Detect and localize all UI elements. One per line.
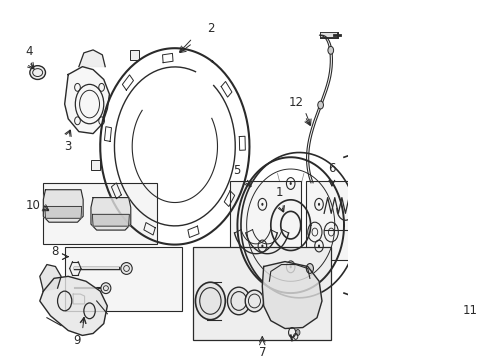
Polygon shape [43, 190, 83, 222]
Circle shape [436, 325, 445, 336]
Circle shape [317, 101, 323, 109]
Ellipse shape [195, 282, 225, 320]
Text: 1: 1 [275, 186, 283, 199]
Bar [91, 160, 100, 170]
Bar [130, 50, 139, 60]
Text: 6: 6 [327, 162, 335, 175]
Bar [305, 181, 373, 260]
Polygon shape [40, 276, 107, 336]
Circle shape [305, 264, 313, 273]
Bar [64, 247, 182, 311]
Bar [229, 181, 300, 260]
Circle shape [327, 46, 333, 54]
Polygon shape [40, 265, 61, 291]
Text: 9: 9 [74, 334, 81, 347]
Circle shape [317, 203, 320, 206]
Ellipse shape [30, 66, 45, 80]
Bar [119, 222, 127, 232]
Ellipse shape [101, 283, 111, 294]
Circle shape [465, 325, 473, 336]
Circle shape [261, 203, 263, 206]
Polygon shape [45, 206, 81, 218]
Text: 3: 3 [64, 140, 72, 153]
Text: 5: 5 [232, 163, 240, 176]
Text: 8: 8 [51, 245, 58, 258]
Text: 7: 7 [258, 346, 265, 359]
Text: 2: 2 [206, 22, 214, 35]
Circle shape [261, 244, 263, 247]
Ellipse shape [244, 290, 263, 312]
Text: 11: 11 [461, 304, 476, 317]
Polygon shape [262, 262, 321, 329]
Circle shape [289, 182, 291, 185]
Text: 10: 10 [26, 199, 41, 212]
Polygon shape [92, 214, 129, 226]
Bar [192, 247, 330, 340]
Text: 12: 12 [287, 96, 303, 109]
Circle shape [317, 244, 320, 247]
Circle shape [295, 329, 299, 336]
Polygon shape [64, 67, 109, 134]
Text: 4: 4 [25, 45, 33, 58]
Circle shape [289, 265, 291, 268]
Polygon shape [91, 198, 130, 230]
Ellipse shape [227, 287, 250, 315]
Polygon shape [73, 294, 84, 304]
Polygon shape [79, 50, 105, 67]
Ellipse shape [121, 262, 132, 274]
Bar [43, 183, 157, 244]
